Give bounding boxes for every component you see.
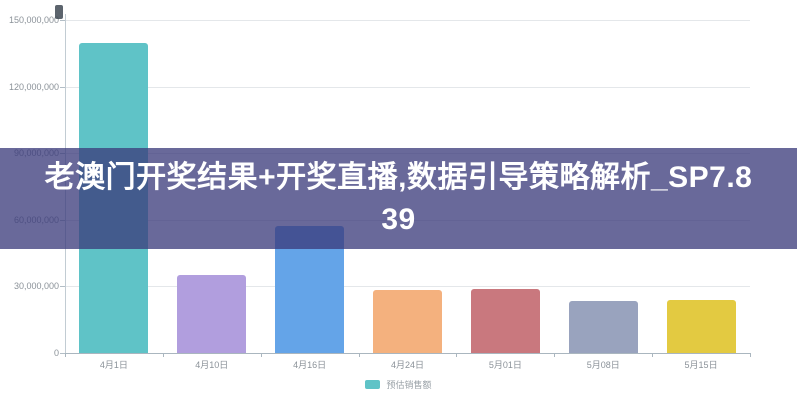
x-axis-label: 5月01日 (488, 360, 522, 370)
x-axis-tick (456, 353, 458, 357)
bar-5月15日[interactable] (666, 299, 736, 353)
bar-4月24日[interactable] (373, 289, 442, 353)
y-axis-label: 0 (53, 348, 59, 358)
gridline (65, 20, 750, 21)
x-axis-label: 4月1日 (99, 360, 128, 370)
legend-swatch[interactable] (365, 379, 381, 389)
x-axis-line (65, 353, 750, 354)
top-edge-mark (55, 5, 63, 19)
x-axis-tick (358, 353, 360, 357)
gridline (65, 86, 750, 88)
y-axis-label: 30,000,000 (13, 281, 59, 292)
x-axis-label: 4月10日 (195, 360, 229, 370)
chart-legend[interactable]: 预估销售额 (0, 377, 797, 391)
x-axis-tick (750, 353, 751, 357)
bar-5月08日[interactable] (568, 300, 638, 353)
x-axis-label: 5月15日 (684, 360, 718, 370)
y-axis-tick (60, 20, 65, 21)
bar-4月10日[interactable] (177, 275, 247, 353)
y-axis-label: 150,000,000 (8, 15, 59, 25)
x-axis-tick (260, 353, 262, 357)
banner-title-line-1: 老澳门开奖结果+开奖直播,数据引导策略解析_SP7.8 (44, 160, 753, 194)
legend-label: 预估销售额 (386, 379, 432, 390)
gridline (65, 286, 750, 288)
x-axis-tick (652, 353, 654, 357)
bar-5月01日[interactable] (470, 288, 540, 353)
y-axis-label: 120,000,000 (8, 81, 59, 92)
y-axis-tick (60, 86, 65, 88)
y-axis-tick (60, 286, 65, 288)
x-axis-label: 5月08日 (586, 360, 620, 370)
x-axis-tick (162, 353, 164, 357)
x-axis-tick (554, 353, 556, 357)
x-axis-tick (65, 353, 66, 357)
banner-title-line-2: 39 (381, 202, 416, 236)
x-axis-label: 4月24日 (390, 360, 425, 370)
headline-banner: 老澳门开奖结果+开奖直播,数据引导策略解析_SP7.8 39 (0, 148, 797, 249)
y-axis-tick (60, 353, 65, 354)
x-axis-label: 4月16日 (293, 360, 327, 370)
